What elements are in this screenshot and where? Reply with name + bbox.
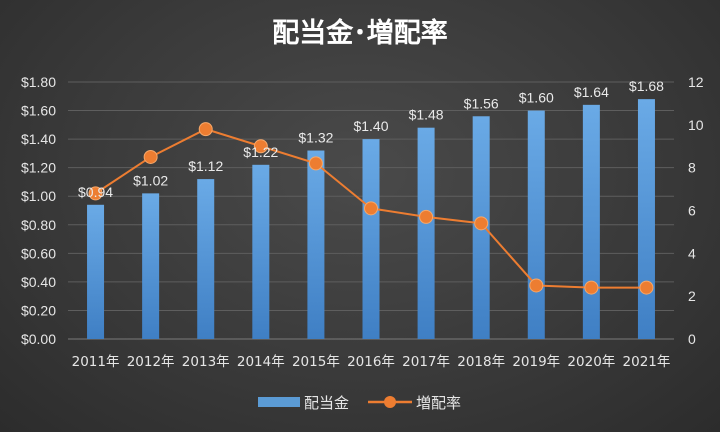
bar [527,110,545,339]
bar [197,179,215,339]
y-right-tick-label: 8 [688,160,696,176]
x-tick-label: 2021年 [623,354,671,370]
x-tick-label: 2011年 [72,354,120,370]
left-axis-ticks: $0.00 $0.20 $0.40 $0.60 $0.80 $1.00 $1.20 $1.40… [21,74,56,347]
x-tick-label: 2013年 [182,354,230,370]
line-point [529,278,544,293]
bar-data-label: $1.22 [243,144,278,160]
x-tick-label: 2019年 [512,354,560,370]
x-tick-label: 2018年 [457,354,505,370]
data-labels: $0.94 $1.02 $1.12 $1.22 $1.32 $1.40 $1.48 $1.56… [78,78,664,200]
x-tick-label: 2014年 [237,354,285,370]
bar [417,127,435,339]
y-left-tick-label: $0.00 [21,331,56,347]
y-right-tick-label: 0 [688,331,696,347]
line-point [584,280,599,295]
line-point [198,122,213,137]
bar-series [87,99,655,340]
bar-data-label: $1.12 [188,158,223,174]
x-tick-label: 2016年 [347,354,395,370]
line-point [253,139,268,154]
bar-data-label: $1.02 [133,172,168,188]
legend-label-line: 増配率 [416,394,461,412]
bar-data-label: $1.56 [464,95,499,111]
bar-data-label: $1.60 [519,90,554,106]
y-right-tick-label: 10 [688,117,704,133]
line-point [364,201,378,216]
x-tick-label: 2012年 [127,354,175,370]
bar [252,164,270,339]
y-right-tick-label: 2 [688,288,696,304]
y-left-tick-label: $1.20 [21,160,56,176]
bar [637,99,655,339]
right-axis-ticks: 0 2 4 6 8 10 12 [688,74,704,347]
x-tick-label: 2017年 [402,354,450,370]
y-left-tick-label: $0.40 [21,274,56,290]
bar-data-label: $1.40 [353,118,388,134]
x-axis-ticks: 2011年 2012年 2013年 2014年 2015年 2016年 2017年 2018年… [68,338,674,370]
bar [87,204,105,339]
legend-swatch-bar [258,397,300,407]
bar-data-label: $1.32 [298,130,333,146]
line-series [88,122,654,295]
y-left-tick-label: $1.60 [21,103,56,119]
y-left-tick-label: $0.20 [21,302,56,318]
x-tick-label: 2020年 [567,354,615,370]
bar [307,150,325,339]
y-right-tick-label: 12 [688,74,704,90]
y-left-tick-label: $1.40 [21,131,56,147]
line-point [419,209,434,224]
line-point [88,186,103,201]
bar [142,193,160,339]
line-point [143,149,158,164]
legend: 配当金 増配率 [258,394,461,412]
y-left-tick-label: $0.80 [21,217,56,233]
bar-data-label: $1.68 [629,78,664,94]
chart-title: 配当金･増配率 [272,17,448,49]
bar [362,139,380,339]
y-right-tick-label: 6 [688,203,696,219]
bar-data-label: $1.64 [574,84,609,100]
y-left-tick-label: $1.80 [21,74,56,90]
bar-data-label: $0.94 [78,184,113,200]
line-point [639,280,654,295]
legend-label-bar: 配当金 [304,394,349,412]
y-left-tick-label: $0.60 [21,245,56,261]
y-left-tick-label: $1.00 [21,188,56,204]
bar-data-label: $1.48 [409,107,444,123]
x-tick-label: 2015年 [292,354,340,370]
bar [582,104,600,339]
legend-marker-line [384,396,396,408]
y-right-tick-label: 4 [688,245,696,261]
line-point [308,156,323,171]
line-point [474,216,489,231]
